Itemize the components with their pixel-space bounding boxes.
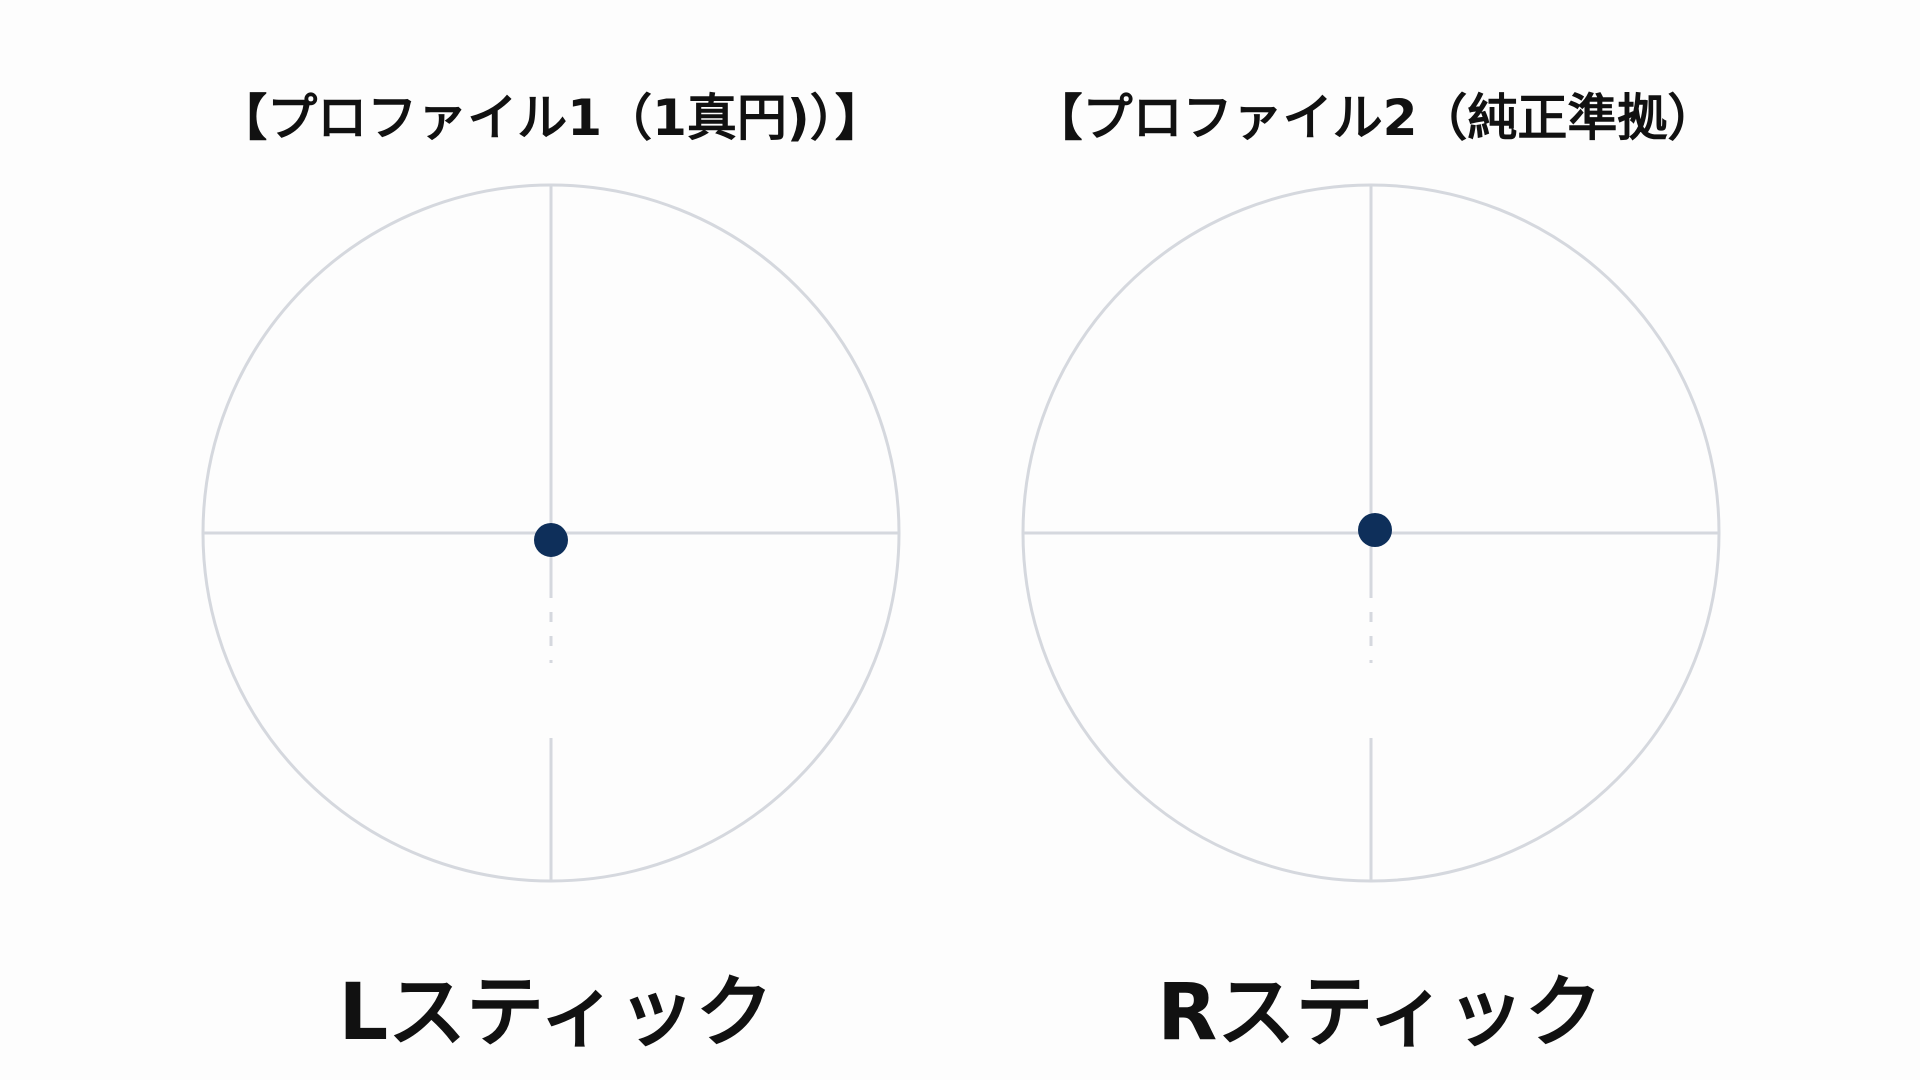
left-stick-diagram [201,183,901,883]
profile-2-title: 【プロファイル2（純正準拠） [1032,89,1718,147]
profile-1-title: 【プロファイル1（1真円)）】 [217,89,885,147]
left-stick-label: Lスティック [338,968,774,1058]
right-stick-diagram [1021,183,1721,883]
right-stick-label: Rスティック [1157,968,1603,1058]
stick-position-dot [1358,513,1392,547]
stick-position-dot [534,522,568,557]
